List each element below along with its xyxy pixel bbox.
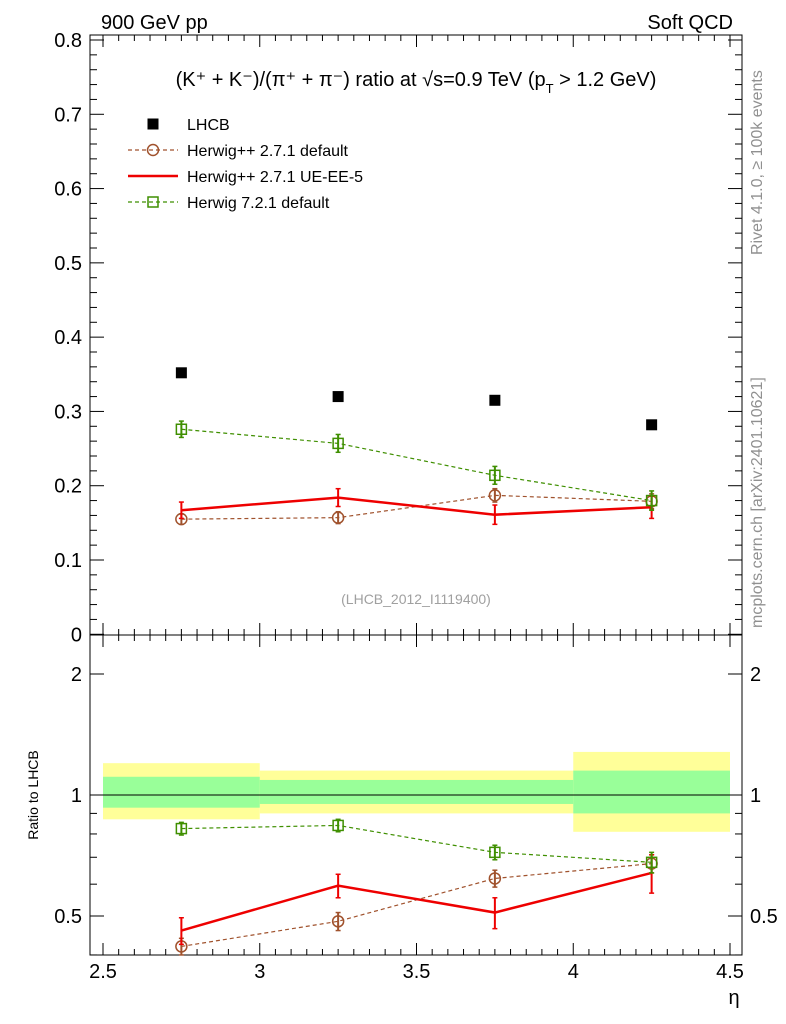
ratio-herwig-7-2-1-default-point	[645, 856, 658, 869]
main-herwig-7-2-1-default-point	[332, 437, 344, 450]
rivet-label: Rivet 4.1.0, ≥ 100k events	[749, 70, 766, 255]
legend-label: Herwig++ 2.7.1 UE-EE-5	[187, 169, 363, 186]
legend: LHCB Herwig++ 2.7.1 default Herwig++ 2.7.1…	[128, 117, 363, 212]
ratio-herwig-2-7-1-default-line	[181, 863, 652, 948]
ratio-herwig-7-2-1-default-point	[489, 846, 501, 859]
title-cut-sub: T	[546, 81, 554, 96]
main-series	[175, 367, 658, 526]
plot-title: (K⁺ + K⁻)/(π⁺ + π⁻) ratio at √s=0.9 TeV …	[176, 69, 657, 96]
ratio-xtick-label: 2.5	[89, 961, 117, 983]
main-lhcb-point	[332, 391, 344, 403]
ratio-axis-ticks	[90, 635, 742, 956]
main-ytick-label: 0.2	[54, 476, 82, 498]
main-ytick-label: 0.3	[54, 401, 82, 423]
main-ytick-label: 0.1	[54, 550, 82, 572]
ratio-herwig-7-2-1-default-line	[181, 824, 652, 863]
main-herwig-7-2-1-default-point	[175, 423, 188, 436]
ratio-ytick-label-right: 0.5	[750, 906, 778, 928]
ratio-herwig-2-7-1-default-point	[488, 872, 502, 885]
ratio-ylabel: Ratio to LHCB	[25, 750, 41, 839]
ratio-xtick-label: 3	[254, 961, 265, 983]
legend-marker	[146, 143, 160, 157]
ratio-ytick-label-right: 2	[750, 664, 761, 686]
main-ytick-label: 0.6	[54, 179, 82, 201]
header-right: Soft QCD	[647, 12, 733, 34]
main-ytick-label: 0.5	[54, 253, 82, 275]
ratio-ytick-label-left: 0.5	[54, 906, 82, 928]
main-ytick-label: 0.7	[54, 104, 82, 126]
ratio-ytick-label-left: 1	[71, 785, 82, 807]
main-herwig-2-7-1-ue-ee-5-line	[181, 496, 652, 516]
ratio-herwig-2-7-1-ue-ee-5-line	[181, 871, 652, 932]
x-axis-label: η	[728, 987, 739, 1009]
ratio-band-green	[416, 779, 574, 804]
main-ytick-label: 0.4	[54, 327, 82, 349]
ratio-xtick-label: 4.5	[716, 961, 744, 983]
main-lhcb-point	[175, 367, 187, 379]
legend-marker	[147, 196, 159, 208]
main-ytick-label: 0.8	[54, 30, 82, 52]
ratio-xtick-label: 3.5	[403, 961, 431, 983]
ratio-band-green	[259, 779, 417, 804]
main-herwig-7-2-1-default-line	[181, 428, 652, 502]
main-herwig-2-7-1-default-line	[181, 494, 652, 520]
main-axis-ticks	[90, 35, 742, 635]
title-cut: (p	[528, 69, 546, 91]
main-lhcb-point	[646, 419, 658, 431]
ratio-ytick-label-right: 1	[750, 785, 761, 807]
main-ytick-label: 0	[71, 624, 82, 646]
analysis-id: (LHCB_2012_I1119400)	[341, 591, 491, 607]
ratio-band-green	[103, 776, 260, 808]
main-herwig-7-2-1-default-point	[645, 494, 658, 507]
ratio-xtick-label: 4	[568, 961, 579, 983]
ratio-herwig-7-2-1-default-point	[332, 819, 344, 832]
ratio-ytick-labels: 0.5 0.5 1 1 2 2	[54, 664, 778, 928]
mcplots-label: mcplots.cern.ch [arXiv:2401.10621]	[749, 377, 766, 628]
main-lhcb-point	[489, 394, 501, 406]
title-sqrt-s: √s=0.9 TeV	[422, 69, 523, 91]
ratio-bands	[89, 634, 743, 956]
header-left: 900 GeV pp	[101, 12, 208, 34]
main-ytick-labels: 0 0.1 0.2 0.3 0.4 0.5 0.6 0.7 0.8	[54, 30, 82, 646]
legend-marker	[147, 118, 159, 130]
ratio-herwig-7-2-1-default-point	[175, 822, 188, 835]
ratio-series	[175, 818, 658, 956]
title-ratio-part: (K⁺ + K⁻)/(π⁺ + π⁻) ratio at	[176, 69, 417, 91]
main-herwig-2-7-1-default-point	[331, 511, 345, 524]
main-herwig-2-7-1-default-point	[488, 489, 502, 502]
ratio-band-green	[573, 770, 730, 814]
legend-label: Herwig++ 2.7.1 default	[187, 143, 349, 160]
ratio-ytick-label-left: 2	[71, 664, 82, 686]
ratio-xtick-labels: 2.5 3 3.5 4 4.5	[89, 961, 744, 983]
main-herwig-7-2-1-default-point	[489, 469, 501, 482]
legend-label: LHCB	[187, 117, 230, 134]
legend-label: Herwig 7.2.1 default	[187, 195, 330, 212]
ratio-herwig-2-7-1-default-point	[331, 915, 345, 928]
title-cut-end: > 1.2 GeV)	[554, 69, 657, 91]
